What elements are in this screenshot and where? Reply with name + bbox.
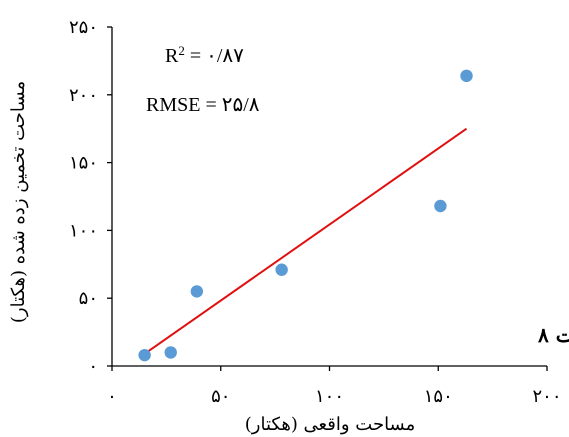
data-point (138, 348, 151, 362)
r-squared-annotation: R2 = ۰/۸۷ (165, 43, 244, 68)
y-tick-label: ۱۰۰ (69, 220, 98, 241)
data-points (138, 69, 473, 362)
data-point (460, 69, 473, 83)
x-tick-label: ۵۰ (211, 386, 230, 407)
y-tick-label: ۵۰ (79, 288, 98, 309)
y-axis-title: مساحت تخمین زده شده (هکتار) (8, 81, 29, 323)
data-point (190, 285, 204, 298)
y-tick-label: ۲۰۰ (69, 85, 98, 106)
y-tick-label: ۰ (88, 356, 98, 377)
trendline-group (144, 127, 468, 355)
rmse-annotation: RMSE = ۲۵/۸ (146, 94, 260, 116)
x-tick-label: ۱۵۰ (424, 386, 453, 407)
x-tick-label: ۰ (107, 386, 117, 407)
data-point (275, 263, 288, 276)
data-point (434, 199, 447, 213)
trendline (144, 127, 468, 355)
y-tick-label: ۲۵۰ (69, 17, 98, 38)
y-tick-label: ۱۵۰ (69, 153, 98, 174)
sensor-label: لندست ۸ (537, 323, 569, 347)
x-tick-label: ۱۰۰ (315, 386, 344, 407)
x-tick-label: ۲۰۰ (532, 386, 561, 407)
x-axis-title: مساحت واقعی (هکتار) (245, 414, 416, 435)
axes (107, 26, 548, 371)
tick-labels: ۰ ۵۰ ۱۰۰ ۱۵۰ ۲۰۰ ۲۵۰ ۰ ۵۰ ۱۰۰ ۱۵۰ ۲۰۰ (69, 17, 562, 407)
data-point (164, 346, 177, 359)
